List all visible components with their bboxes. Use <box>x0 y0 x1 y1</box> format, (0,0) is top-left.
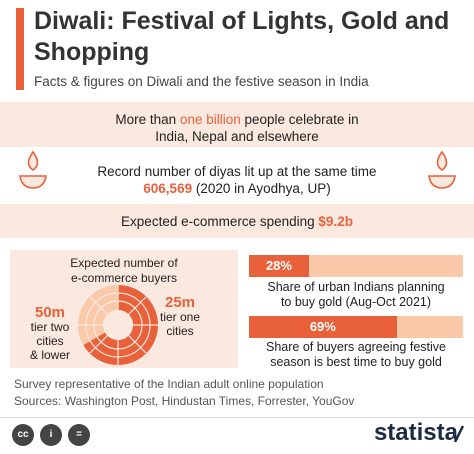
statista-logo-mark-icon <box>454 425 464 443</box>
ecommerce-fact: Expected e-commerce spending $9.2b <box>0 213 474 230</box>
no-derivatives-icon[interactable]: = <box>68 424 90 446</box>
buyers-title: Expected number of e-commerce buyers <box>10 256 238 286</box>
title-accent-bar <box>16 8 24 90</box>
gold-plan-caption-line1: Share of urban Indians planning <box>267 280 445 294</box>
survey-note: Survey representative of the Indian adul… <box>14 377 324 391</box>
gold-plan-bar-track: 28% <box>249 255 463 277</box>
segment-tier-one-line2: cities <box>166 324 194 338</box>
page-subtitle: Facts & figures on Diwali and the festiv… <box>34 74 369 89</box>
segment-tier-two-line2: cities <box>36 334 64 348</box>
festive-season-caption: Share of buyers agreeing festive season … <box>249 340 463 370</box>
segment-tier-one-value: 25m <box>165 294 196 311</box>
segment-tier-two-value: 50m <box>34 304 66 321</box>
celebrants-fact: More than one billion people celebrate i… <box>0 111 474 145</box>
segment-tier-two: 50m tier two cities & lower <box>30 304 71 362</box>
festive-season-caption-line1: Share of buyers agreeing festive <box>266 340 446 354</box>
celebrants-prefix: More than <box>115 112 177 127</box>
footer-divider <box>0 417 474 418</box>
page-title: Diwali: Festival of Lights, Gold and Sho… <box>34 7 450 66</box>
celebrants-band <box>0 102 474 147</box>
ecommerce-band <box>0 204 474 238</box>
diyas-note: (2020 in Ayodhya, UP) <box>195 181 331 196</box>
diya-lamp-left-icon <box>19 150 47 189</box>
segment-tier-one: 25m tier one cities <box>160 294 201 338</box>
creative-commons-icon[interactable]: cc <box>12 424 34 446</box>
celebrants-highlight: one billion <box>179 112 241 127</box>
donut-hole <box>103 310 133 340</box>
donut-slice-tier-one <box>78 285 118 345</box>
diyas-fact: Record number of diyas lit up at the sam… <box>0 163 474 197</box>
buyers-title-line1: Expected number of <box>70 256 178 270</box>
celebrants-line2: India, Nepal and elsewhere <box>155 129 319 144</box>
buyers-title-line2: e-commerce buyers <box>70 271 178 285</box>
festive-season-caption-line2: season is best time to buy gold <box>270 355 442 369</box>
segment-tier-one-line1: tier one <box>160 310 201 324</box>
ecommerce-label: Expected e-commerce spending <box>121 214 315 229</box>
diyas-value: 606,569 <box>143 181 193 196</box>
sources-note: Sources: Washington Post, Hindustan Time… <box>14 394 355 408</box>
donut-slice-tier-two <box>83 285 158 365</box>
diya-lamp-right-icon <box>428 150 456 189</box>
segment-tier-two-line3: & lower <box>30 348 71 362</box>
festive-season-bar-track: 69% <box>249 316 463 338</box>
celebrants-suffix: people celebrate in <box>244 112 359 127</box>
diyas-line1: Record number of diyas lit up at the sam… <box>97 164 377 179</box>
segment-tier-two-line1: tier two <box>30 320 70 334</box>
ecommerce-value: $9.2b <box>318 214 353 229</box>
gold-plan-caption: Share of urban Indians planning to buy g… <box>249 280 463 310</box>
gold-plan-caption-line2: to buy gold (Aug-Oct 2021) <box>280 295 432 309</box>
festive-season-bar: 69% <box>249 316 397 338</box>
gold-plan-bar: 28% <box>249 255 309 277</box>
statista-logo[interactable]: statista <box>373 419 458 446</box>
footnote: Survey representative of the Indian adul… <box>14 376 354 410</box>
buyers-donut-chart <box>78 285 158 365</box>
attribution-icon[interactable]: i <box>40 424 62 446</box>
